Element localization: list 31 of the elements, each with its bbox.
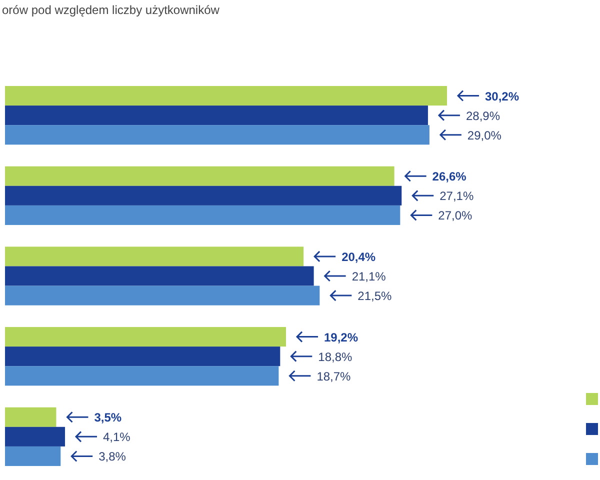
- data-label: 4,1%: [103, 430, 131, 444]
- bar: [5, 205, 400, 225]
- bar: [5, 246, 304, 266]
- data-label: 18,8%: [318, 350, 353, 364]
- data-label: 18,7%: [316, 369, 352, 384]
- bar: [5, 366, 279, 386]
- data-label: 28,9%: [466, 108, 500, 123]
- data-label: 3,5%: [94, 410, 122, 425]
- bar: [5, 266, 314, 286]
- bar: [5, 186, 402, 206]
- data-label: 21,1%: [352, 270, 386, 284]
- bar: [5, 426, 66, 446]
- data-label: 30,2%: [485, 89, 520, 104]
- chart-title: orów pod względem liczby użytkowników: [2, 3, 220, 17]
- bar: [5, 327, 286, 347]
- bar: [5, 407, 56, 427]
- data-label: 27,0%: [438, 208, 473, 223]
- data-label: 21,5%: [358, 289, 392, 304]
- bar: [5, 106, 428, 126]
- data-label: 27,1%: [440, 189, 474, 204]
- bar: [5, 86, 447, 106]
- bar: [5, 346, 280, 366]
- bar: [5, 166, 394, 186]
- data-label: 20,4%: [342, 250, 376, 264]
- data-label: 3,8%: [98, 450, 126, 464]
- bar: [5, 125, 430, 145]
- data-label: 19,2%: [324, 330, 358, 344]
- data-label: 29,0%: [467, 128, 502, 142]
- bar: [5, 446, 61, 466]
- bar: [5, 286, 320, 306]
- data-label: 26,6%: [432, 170, 467, 184]
